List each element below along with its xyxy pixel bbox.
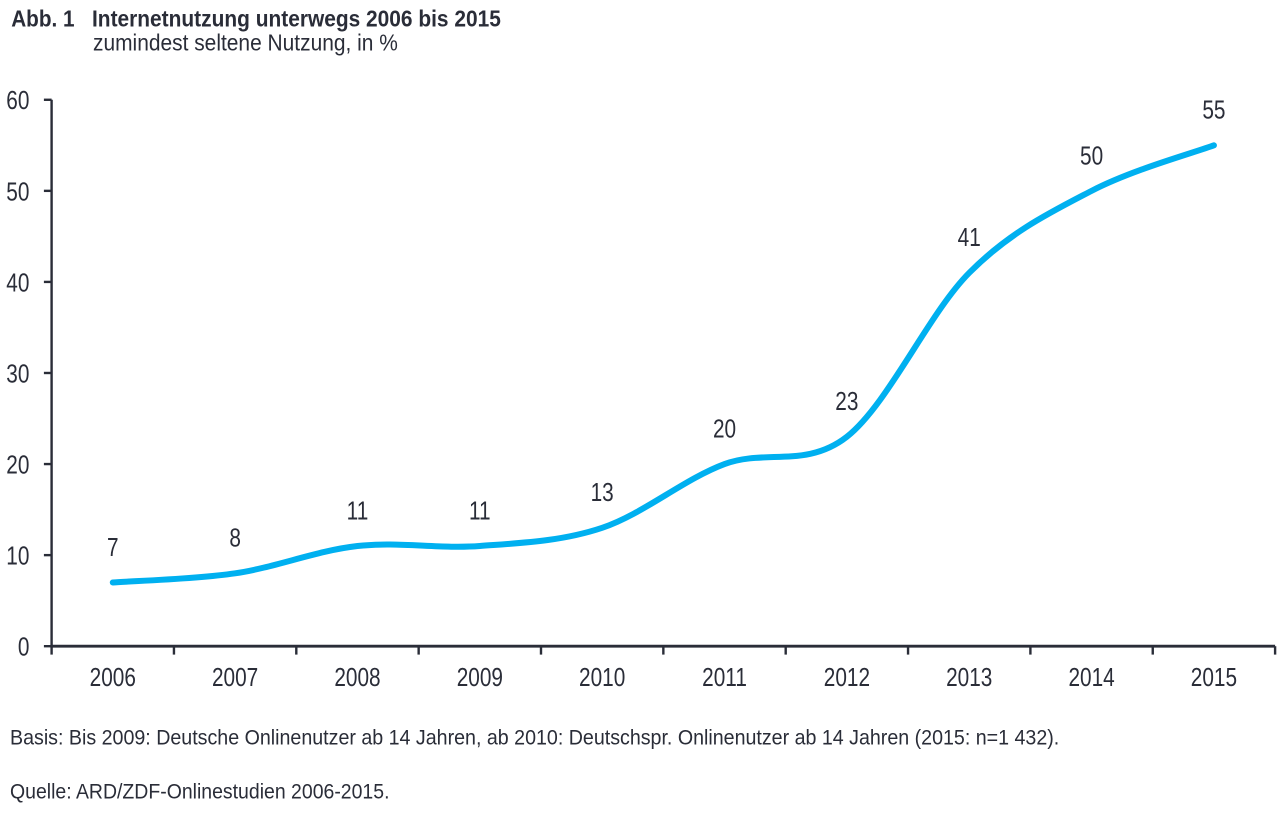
chart-title: Internetnutzung unterwegs 2006 bis 2015 [92,5,501,31]
x-tick-label: 2008 [334,663,380,692]
data-label: 23 [835,387,858,416]
y-tick-label: 0 [18,632,30,661]
y-tick-label: 20 [6,450,29,479]
y-axis-tick-labels: 0 10 20 30 40 50 60 [6,86,29,661]
series-line-group [109,142,1217,586]
x-tick-label: 2009 [457,663,503,692]
y-tick-label: 30 [6,359,29,388]
y-tick-label: 40 [6,268,29,297]
x-tick-label: 2007 [212,663,258,692]
y-tick-label: 50 [6,177,29,206]
data-label: 11 [469,496,491,525]
x-tick-label: 2010 [579,663,625,692]
series-line [109,142,1217,586]
data-label: 8 [229,524,241,553]
data-labels: 7 8 11 11 13 20 23 41 50 55 [107,96,1225,562]
y-tick-label: 10 [6,541,29,570]
chart-footer: Basis: Bis 2009: Deutsche Onlinenutzer a… [10,726,1059,804]
source-note: Quelle: ARD/ZDF-Onlinestudien 2006-2015. [10,780,389,804]
x-tick-label: 2015 [1191,663,1237,692]
chart-header: Abb. 1 Internetnutzung unterwegs 2006 bi… [11,5,501,55]
figure-number-label: Abb. 1 [11,5,74,32]
data-label: 50 [1080,141,1103,170]
data-label: 20 [713,414,736,443]
data-label: 7 [107,533,119,562]
data-label: 41 [958,223,981,252]
data-label: 13 [591,478,614,507]
x-tick-label: 2012 [824,663,870,692]
data-label: 55 [1202,96,1225,125]
basis-note: Basis: Bis 2009: Deutsche Onlinenutzer a… [10,726,1059,750]
x-tick-label: 2013 [946,663,992,692]
x-tick-label: 2006 [90,663,136,692]
x-tick-label: 2014 [1068,663,1114,692]
y-tick-label: 60 [6,86,29,115]
data-label: 11 [347,496,369,525]
axes [43,98,1277,655]
x-tick-label: 2011 [702,663,747,692]
chart-subtitle: zumindest seltene Nutzung, in % [93,29,398,55]
x-axis-tick-labels: 2006 2007 2008 2009 2010 2011 2012 2013 2014 2015 [90,663,1237,692]
